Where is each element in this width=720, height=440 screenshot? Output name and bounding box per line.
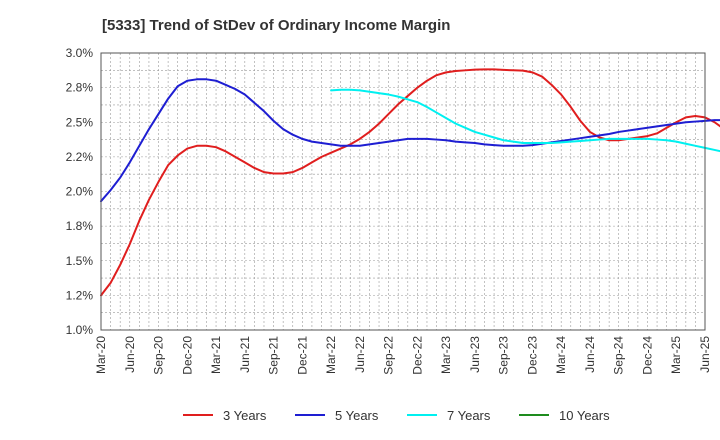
x-tick-label: Jun-21 (238, 336, 252, 373)
x-tick-label: Mar-24 (554, 336, 568, 374)
plot-frame (100, 52, 706, 331)
y-tick-label: 2.8% (66, 81, 94, 95)
legend-item: 3 Years (183, 408, 267, 423)
y-tick-label: 1.5% (66, 254, 94, 268)
x-tick-label: Jun-22 (353, 336, 367, 373)
x-tick-label: Dec-24 (640, 336, 654, 375)
y-tick-label: 2.2% (66, 150, 94, 164)
x-tick-label: Mar-20 (94, 336, 108, 374)
y-tick-label: 2.5% (66, 115, 94, 129)
series-line-5-years (100, 78, 720, 203)
legend-item: 5 Years (295, 408, 379, 423)
x-tick-label: Dec-23 (525, 336, 539, 375)
x-tick-label: Sep-23 (497, 336, 511, 375)
x-tick-label: Jun-25 (698, 336, 712, 373)
x-tick-label: Dec-20 (180, 336, 194, 375)
x-tick-label: Mar-23 (439, 336, 453, 374)
y-tick-label: 1.0% (66, 323, 94, 337)
grid (101, 53, 705, 330)
legend: 3 Years 5 Years 7 Years 10 Years (183, 408, 610, 423)
x-tick-label: Sep-24 (612, 336, 626, 375)
x-tick-label: Dec-22 (410, 336, 424, 375)
legend-item: 7 Years (407, 408, 491, 423)
legend-label: 7 Years (447, 408, 491, 423)
y-tick-label: 1.8% (66, 219, 94, 233)
legend-label: 5 Years (335, 408, 379, 423)
x-tick-label: Mar-25 (669, 336, 683, 374)
x-tick-label: Sep-22 (382, 336, 396, 375)
x-tick-label: Mar-22 (324, 336, 338, 374)
series-line-3-years (100, 68, 720, 297)
y-axis: 1.0% 1.2% 1.5% 1.8% 2.0% 2.2% 2.5% 2.8% 3.0% (66, 46, 94, 337)
legend-label: 10 Years (559, 408, 610, 423)
x-tick-label: Dec-21 (295, 336, 309, 375)
y-tick-label: 3.0% (66, 46, 94, 60)
legend-label: 3 Years (223, 408, 267, 423)
x-tick-label: Mar-21 (209, 336, 223, 374)
legend-item: 10 Years (519, 408, 610, 423)
x-tick-label: Sep-21 (267, 336, 281, 375)
y-tick-label: 1.2% (66, 288, 94, 302)
x-tick-label: Sep-20 (152, 336, 166, 375)
x-tick-label: Jun-23 (468, 336, 482, 373)
series-line-7-years (330, 88, 720, 153)
x-tick-label: Jun-20 (123, 336, 137, 373)
chart-title: [5333] Trend of StDev of Ordinary Income… (102, 17, 450, 34)
series-layer (100, 68, 720, 297)
y-tick-label: 2.0% (66, 185, 94, 199)
x-tick-label: Jun-24 (583, 336, 597, 373)
x-axis: Mar-20 Jun-20 Sep-20 Dec-20 Mar-21 Jun-21 Sep-… (94, 336, 712, 375)
